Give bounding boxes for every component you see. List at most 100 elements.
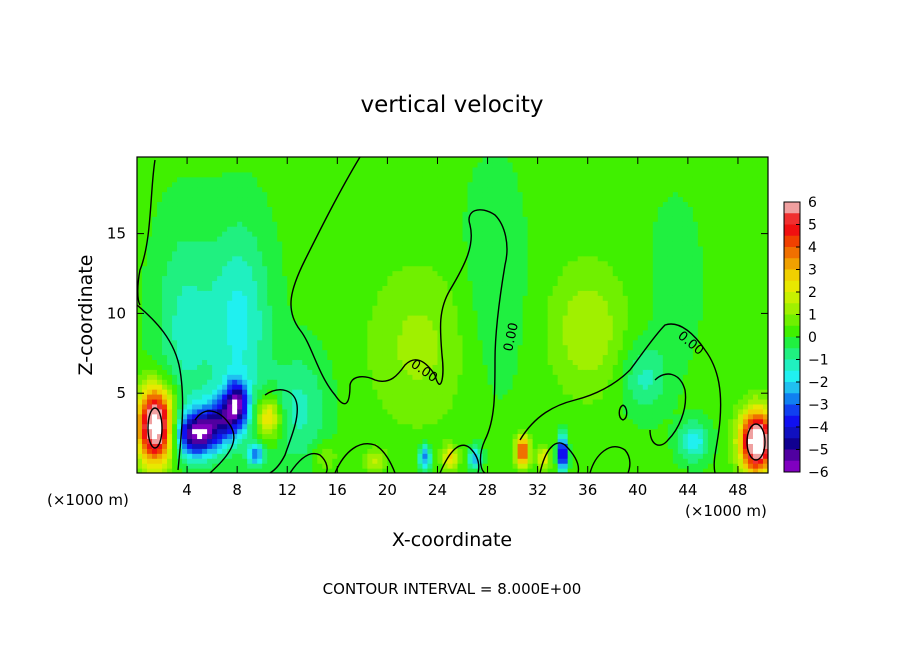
- field-cell: [342, 280, 348, 286]
- field-cell: [147, 186, 153, 193]
- field-cell: [357, 305, 363, 311]
- field-cell: [512, 389, 519, 395]
- field-cell: [247, 231, 253, 237]
- field-cell: [147, 206, 153, 212]
- field-cell: [257, 166, 263, 173]
- field-cell: [292, 413, 298, 420]
- field-cell: [307, 438, 313, 444]
- field-cell: [472, 221, 479, 227]
- field-cell: [322, 403, 328, 410]
- field-cell: [192, 310, 198, 316]
- field-cell: [232, 315, 238, 321]
- field-cell: [467, 354, 474, 361]
- field-cell: [137, 265, 143, 272]
- field-cell: [427, 339, 434, 346]
- field-cell: [492, 236, 499, 242]
- field-cell: [327, 231, 333, 237]
- field-cell: [347, 285, 353, 291]
- field-cell: [242, 319, 248, 326]
- field-cell: [227, 250, 233, 257]
- field-cell: [157, 181, 163, 188]
- field-cell: [252, 403, 258, 410]
- field-cell: [507, 344, 514, 351]
- field-cell: [212, 161, 218, 168]
- field-cell: [507, 186, 514, 193]
- field-cell: [457, 216, 464, 222]
- field-cell: [422, 438, 429, 444]
- field-cell: [197, 310, 203, 316]
- field-cell: [432, 403, 439, 410]
- field-cell: [142, 394, 148, 400]
- field-cell: [487, 458, 494, 464]
- field-cell: [492, 280, 499, 286]
- chart-title: vertical velocity: [361, 92, 544, 118]
- field-cell: [457, 181, 464, 188]
- field-cell: [407, 226, 414, 232]
- field-cell: [247, 334, 253, 341]
- field-cell: [377, 453, 383, 459]
- field-cell: [302, 270, 308, 277]
- field-cell: [267, 403, 273, 410]
- field-cell: [452, 191, 459, 198]
- field-cell: [172, 181, 178, 188]
- field-cell: [202, 339, 208, 346]
- field-cell: [147, 329, 153, 336]
- field-cell: [417, 176, 424, 183]
- field-cell: [267, 324, 273, 331]
- field-cell: [152, 226, 158, 232]
- field-cell: [467, 305, 474, 311]
- field-cell: [232, 171, 238, 178]
- field-cell: [172, 285, 178, 291]
- field-cell: [277, 403, 283, 410]
- field-cell: [212, 403, 218, 410]
- field-cell: [402, 191, 409, 198]
- field-cell: [242, 216, 248, 222]
- field-cell: [352, 270, 358, 277]
- field-cell: [317, 364, 323, 370]
- field-cell: [327, 201, 333, 207]
- field-cell: [372, 236, 378, 242]
- field-cell: [152, 245, 158, 252]
- field-cell: [202, 453, 208, 459]
- field-cell: [422, 186, 429, 193]
- field-cell: [487, 226, 494, 232]
- field-cell: [197, 384, 203, 390]
- field-cell: [402, 285, 409, 291]
- field-cell: [417, 240, 424, 247]
- field-cell: [227, 374, 233, 380]
- field-cell: [377, 315, 383, 321]
- field-cell: [232, 270, 238, 277]
- field-cell: [282, 157, 288, 163]
- field-cell: [162, 231, 168, 237]
- field-cell: [352, 329, 358, 336]
- field-cell: [142, 408, 148, 415]
- field-cell: [362, 176, 368, 183]
- field-cell: [482, 290, 489, 296]
- field-cell: [382, 315, 388, 321]
- field-cell: [232, 319, 238, 326]
- field-cell: [292, 221, 298, 227]
- field-cell: [512, 443, 519, 449]
- field-cell: [167, 161, 173, 168]
- field-cell: [137, 166, 143, 173]
- field-cell: [432, 463, 439, 469]
- field-cell: [167, 394, 173, 400]
- field-cell: [417, 305, 424, 311]
- field-cell: [322, 231, 328, 237]
- field-cell: [287, 171, 293, 178]
- field-cell: [332, 250, 338, 257]
- field-cell: [207, 463, 213, 469]
- field-cell: [452, 379, 459, 385]
- field-cell: [287, 359, 293, 365]
- field-cell: [292, 250, 298, 257]
- field-cell: [487, 389, 494, 395]
- field-cell: [487, 468, 494, 473]
- field-cell: [367, 463, 373, 469]
- field-cell: [432, 250, 439, 257]
- field-cell: [317, 191, 323, 198]
- field-cell: [207, 181, 213, 188]
- field-cell: [252, 285, 258, 291]
- field-cell: [232, 181, 238, 188]
- field-cell: [322, 211, 328, 217]
- field-cell: [182, 191, 188, 198]
